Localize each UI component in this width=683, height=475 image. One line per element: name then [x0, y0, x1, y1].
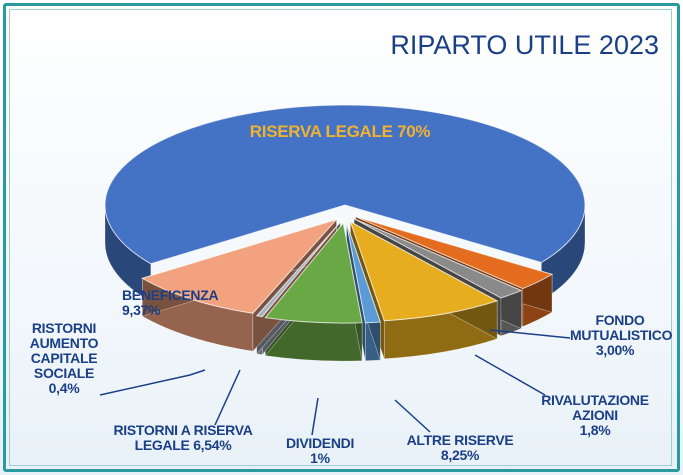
category-label: FONDO MUTUALISTICO [570, 312, 673, 343]
leader-line [394, 399, 431, 433]
chart-title: RIPARTO UTILE 2023 [390, 30, 659, 60]
leader-line [99, 369, 206, 396]
slice-label: RISTORNI AUMENTO CAPITALE SOCIALE 0,4% [18, 321, 110, 396]
value-label: 9,37% [122, 302, 161, 318]
category-label: RISTORNI A RISERVA LEGALE [113, 422, 253, 453]
category-label: BENEFICENZA [122, 287, 219, 303]
slice [346, 222, 382, 324]
frame [3, 3, 680, 472]
category-label: RISERVA LEGALE [249, 122, 393, 141]
slice [104, 104, 586, 265]
slice-label: RISTORNI A RISERVA LEGALE 6,54% [98, 423, 268, 453]
slice-label: ALTRE RISERVE 8,25% [405, 433, 515, 463]
leader-line [311, 397, 319, 436]
slice [255, 221, 341, 318]
inner-frame [9, 9, 672, 466]
value-label: 0,4% [48, 380, 80, 396]
slice-label: RIVALUTAZIONE AZIONI 1,8% [530, 393, 660, 438]
slice [355, 216, 554, 290]
leader-line [474, 354, 546, 396]
value-label: 70% [397, 122, 431, 141]
leader-line [489, 329, 571, 339]
slice-label: RISERVA LEGALE 70% [180, 122, 500, 141]
pie [104, 104, 586, 362]
value-label: 1% [310, 450, 330, 466]
value-label: 3,00% [595, 342, 635, 358]
category-label: RISTORNI AUMENTO CAPITALE SOCIALE [29, 320, 99, 381]
value-label: 6,54% [193, 437, 232, 453]
category-label: ALTRE RISERVE [406, 432, 514, 448]
slice [349, 220, 499, 322]
value-label: 1,8% [579, 422, 611, 438]
slice [353, 218, 523, 299]
slice-label: BENEFICENZA 9,37% [122, 288, 232, 318]
value-label: 8,25% [440, 447, 480, 463]
slice-label: FONDO MUTUALISTICO 3,00% [550, 313, 680, 358]
category-label: DIVIDENDI [285, 435, 355, 451]
slice [141, 218, 339, 314]
slice-label: DIVIDENDI 1% [275, 436, 365, 466]
slice [264, 221, 363, 324]
leader-line [214, 369, 241, 426]
leader-lines [99, 329, 571, 436]
category-label: RIVALUTAZIONE AZIONI [541, 392, 649, 423]
